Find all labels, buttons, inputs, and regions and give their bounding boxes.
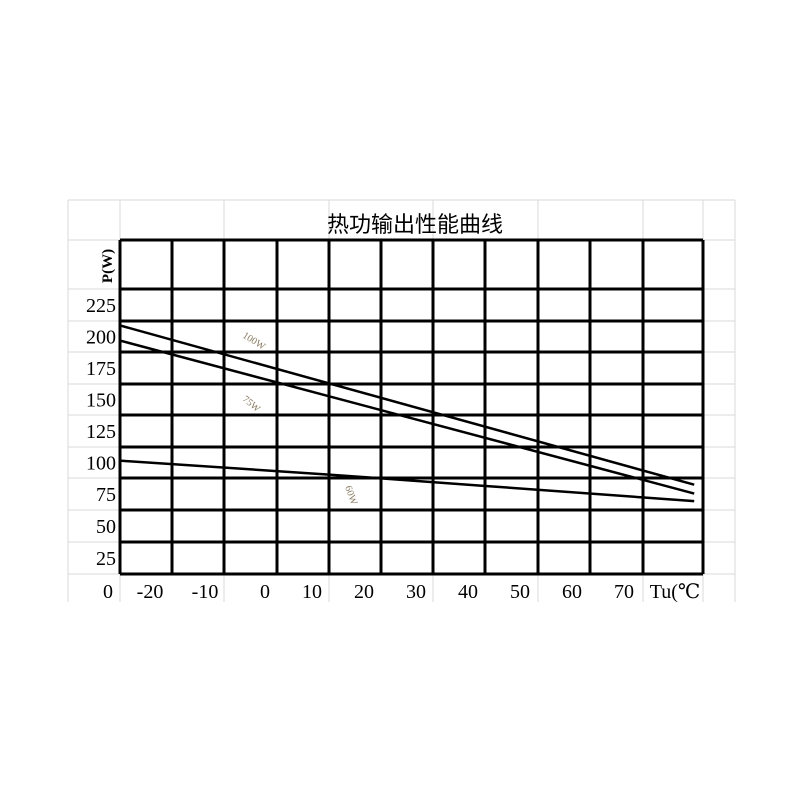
y-tick-label: 125: [86, 421, 116, 443]
series-label: 60W: [342, 484, 359, 507]
y-tick-label: 100: [86, 453, 116, 475]
y-tick-label: 175: [86, 358, 116, 380]
x-tick-label: -10: [192, 581, 219, 603]
chart-title: 热功输出性能曲线: [327, 213, 503, 238]
y-origin-label: 0: [103, 581, 113, 603]
x-tick-label: 50: [510, 581, 530, 603]
chart-grid: [118, 238, 705, 576]
x-tick-label: 40: [458, 581, 478, 603]
series-label: 75W: [240, 394, 262, 415]
x-tick-label: -20: [137, 581, 164, 603]
x-tick-label: 0: [260, 581, 270, 603]
series-line-75W: [119, 339, 695, 495]
x-tick-label: 70: [614, 581, 634, 603]
y-tick-label: 25: [96, 548, 116, 570]
y-tick-label: 150: [86, 390, 116, 412]
x-tick-label: 30: [406, 581, 426, 603]
x-tick-label: 60: [562, 581, 582, 603]
y-tick-label: 75: [96, 484, 116, 506]
series-label: 100W: [240, 330, 267, 353]
x-tick-label: 20: [354, 581, 374, 603]
y-axis-label: P(W): [100, 249, 116, 283]
series-line-100W: [119, 324, 695, 486]
series-line-60W: [119, 459, 695, 503]
y-tick-label: 225: [86, 295, 116, 317]
y-tick-label: 50: [96, 516, 116, 538]
y-tick-label: 200: [86, 327, 116, 349]
x-tick-label: 10: [302, 581, 322, 603]
x-axis-label: Tu(℃: [650, 581, 701, 603]
